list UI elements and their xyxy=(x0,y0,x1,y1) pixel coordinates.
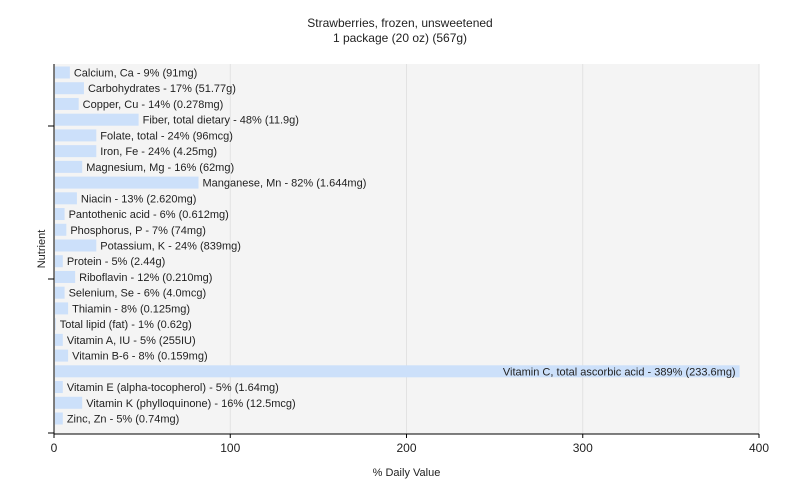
bar-label: Vitamin C, total ascorbic acid - 389% (2… xyxy=(503,366,736,378)
bar-label: Thiamin - 8% (0.125mg) xyxy=(72,303,190,315)
x-tick-label: 400 xyxy=(749,441,769,455)
x-tick-label: 200 xyxy=(396,441,416,455)
bar xyxy=(55,412,63,425)
bar xyxy=(55,396,83,409)
bar-label: Magnesium, Mg - 16% (62mg) xyxy=(86,162,234,174)
bar xyxy=(55,365,740,378)
bar xyxy=(55,270,76,283)
bar xyxy=(55,82,84,95)
x-axis-title: % Daily Value xyxy=(373,467,441,479)
bar-label: Vitamin B-6 - 8% (0.159mg) xyxy=(72,351,208,363)
bar-label: Riboflavin - 12% (0.210mg) xyxy=(79,272,212,284)
bar xyxy=(55,97,79,110)
bar xyxy=(55,66,70,79)
bar xyxy=(55,333,63,346)
bar xyxy=(55,192,77,205)
bar-label: Pantothenic acid - 6% (0.612mg) xyxy=(69,209,229,221)
bar xyxy=(55,176,199,189)
chart-subtitle: 1 package (20 oz) (567g) xyxy=(332,31,468,45)
y-axis-title: Nutrient xyxy=(36,230,48,269)
bar-label: Vitamin E (alpha-tocopherol) - 5% (1.64m… xyxy=(67,382,279,394)
bar xyxy=(55,145,97,158)
bar-label: Zinc, Zn - 5% (0.74mg) xyxy=(67,414,179,426)
bar xyxy=(55,160,83,173)
bar-label: Carbohydrates - 17% (51.77g) xyxy=(88,83,236,95)
bar-label: Copper, Cu - 14% (0.278mg) xyxy=(83,99,224,111)
bar-label: Potassium, K - 24% (839mg) xyxy=(100,241,241,253)
bar-label: Folate, total - 24% (96mcg) xyxy=(100,130,233,142)
bar-label: Manganese, Mn - 82% (1.644mg) xyxy=(203,178,367,190)
bar xyxy=(55,208,65,221)
bar xyxy=(55,113,139,126)
bar-label: Total lipid (fat) - 1% (0.62g) xyxy=(60,319,192,331)
bar-label: Phosphorus, P - 7% (74mg) xyxy=(70,225,206,237)
bar xyxy=(55,129,97,142)
bar xyxy=(55,286,65,299)
bar-label: Calcium, Ca - 9% (91mg) xyxy=(74,68,197,80)
x-tick-label: 300 xyxy=(573,441,593,455)
bar-label: Niacin - 13% (2.620mg) xyxy=(81,193,197,205)
bar-label: Selenium, Se - 6% (4.0mcg) xyxy=(69,288,207,300)
chart-title: Strawberries, frozen, unsweetened xyxy=(307,16,493,30)
x-tick-label: 100 xyxy=(220,441,240,455)
bar xyxy=(55,223,67,236)
bar-label: Vitamin A, IU - 5% (255IU) xyxy=(67,335,196,347)
x-tick-label: 0 xyxy=(51,441,58,455)
tick-labels: 0 100 200 300 400 xyxy=(51,434,769,455)
bar xyxy=(55,255,63,268)
bar-label: Vitamin K (phylloquinone) - 16% (12.5mcg… xyxy=(86,398,296,410)
chart-title-block: Strawberries, frozen, unsweetened 1 pack… xyxy=(0,16,800,46)
bar xyxy=(55,318,56,331)
bar-label: Iron, Fe - 24% (4.25mg) xyxy=(100,146,217,158)
bar-label: Fiber, total dietary - 48% (11.9g) xyxy=(143,115,299,127)
bar xyxy=(55,381,63,394)
bar xyxy=(55,302,69,315)
bar-label: Protein - 5% (2.44g) xyxy=(67,256,165,268)
bar xyxy=(55,349,69,362)
bar xyxy=(55,239,97,252)
bars: Calcium, Ca - 9% (91mg) Carbohydrates - 1… xyxy=(55,66,740,426)
